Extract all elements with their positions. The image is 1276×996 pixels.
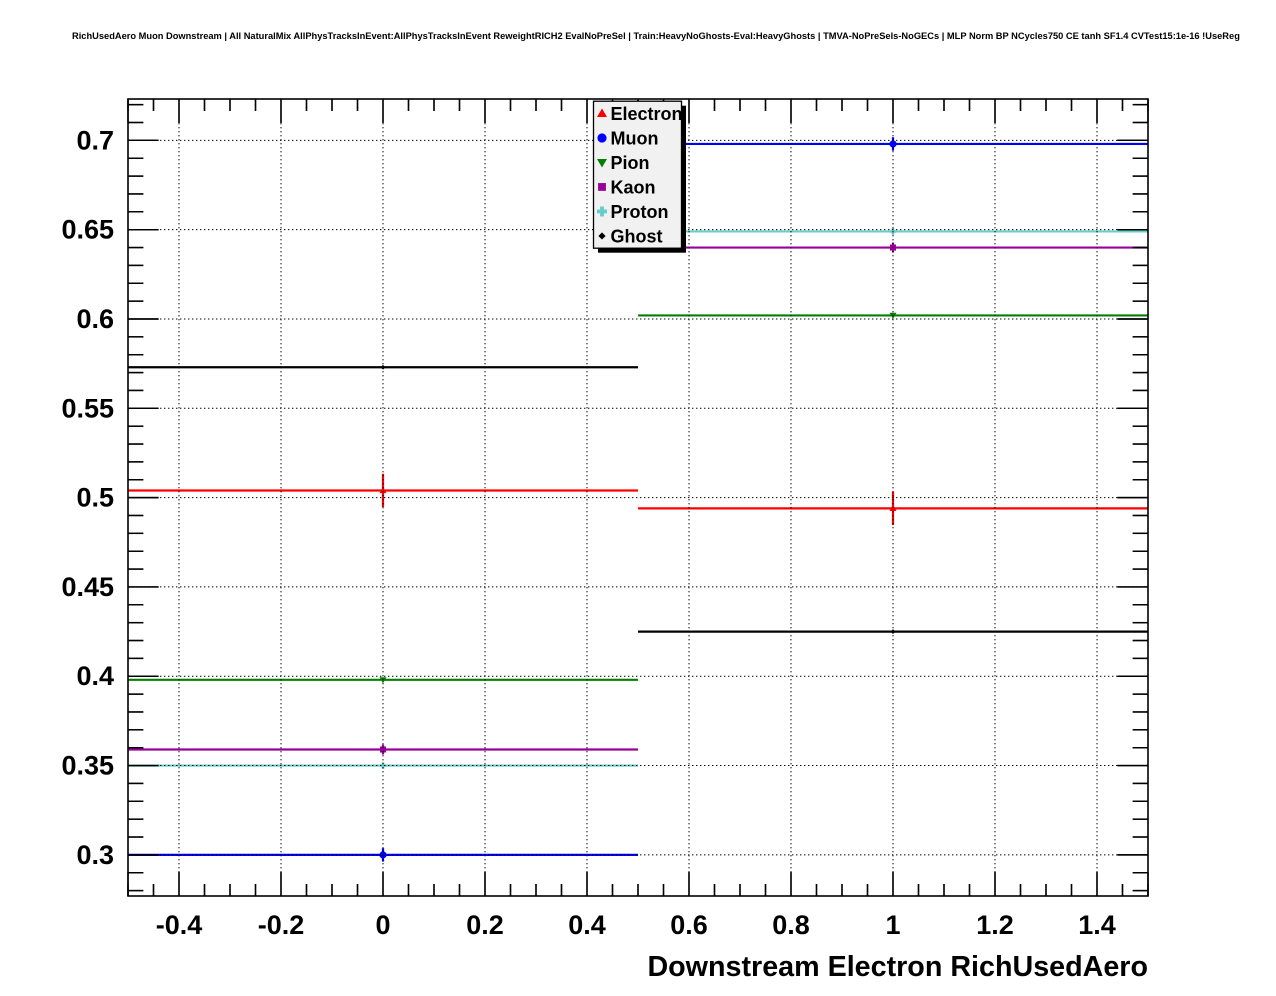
svg-text:0.65: 0.65 [61, 215, 114, 245]
svg-text:0.4: 0.4 [76, 661, 114, 691]
svg-text:0.55: 0.55 [61, 393, 114, 423]
svg-text:0: 0 [375, 910, 390, 940]
svg-text:1.2: 1.2 [976, 910, 1014, 940]
svg-text:0.8: 0.8 [772, 910, 810, 940]
svg-text:Electron: Electron [611, 104, 683, 124]
svg-text:0.4: 0.4 [568, 910, 606, 940]
svg-text:Ghost: Ghost [611, 226, 663, 246]
svg-text:0.2: 0.2 [466, 910, 504, 940]
svg-text:0.6: 0.6 [670, 910, 708, 940]
svg-text:0.35: 0.35 [61, 751, 114, 781]
svg-text:Proton: Proton [611, 202, 669, 222]
svg-text:0.3: 0.3 [76, 840, 114, 870]
svg-text:0.7: 0.7 [76, 125, 114, 155]
svg-text:-0.2: -0.2 [258, 910, 305, 940]
svg-text:Kaon: Kaon [611, 177, 656, 197]
svg-text:0.6: 0.6 [76, 304, 114, 334]
svg-text:1: 1 [885, 910, 900, 940]
svg-text:0.45: 0.45 [61, 572, 114, 602]
svg-text:1.4: 1.4 [1078, 910, 1116, 940]
svg-text:Muon: Muon [611, 128, 659, 148]
svg-text:-0.4: -0.4 [156, 910, 203, 940]
svg-text:Pion: Pion [611, 153, 650, 173]
svg-text:0.5: 0.5 [76, 483, 114, 513]
